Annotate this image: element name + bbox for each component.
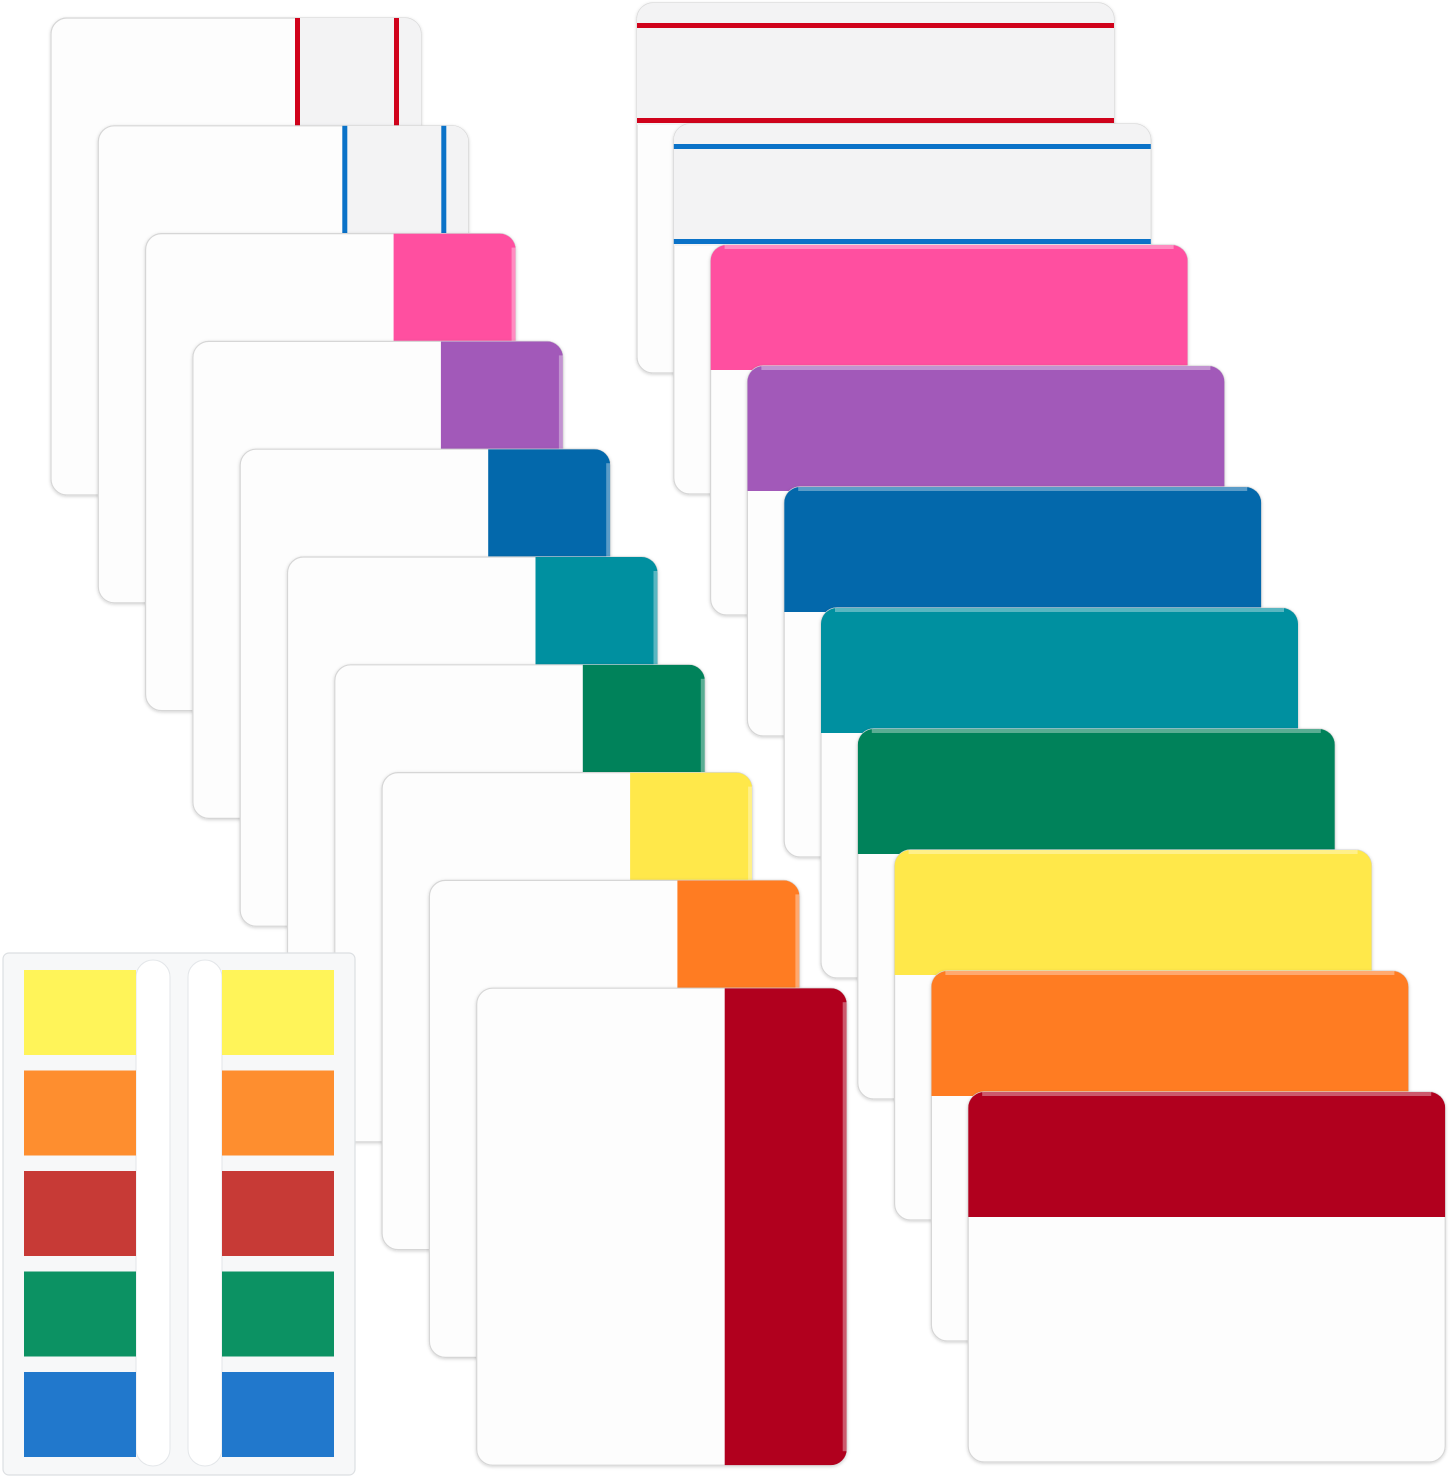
flag <box>24 1372 136 1457</box>
tab-edge <box>945 971 1395 975</box>
tab-edge <box>724 245 1174 249</box>
flag <box>24 1171 136 1256</box>
tab-edge <box>908 850 1358 854</box>
tab-edge <box>835 608 1284 612</box>
tab-edge <box>761 366 1211 370</box>
flag <box>24 970 136 1055</box>
tab-strip <box>724 988 847 1466</box>
tab-strip <box>968 1092 1446 1217</box>
horizontal-tab <box>967 1091 1446 1463</box>
tab-strip <box>710 245 1188 370</box>
tab-line <box>673 239 1151 244</box>
tab-edge <box>982 1092 1432 1096</box>
tab-line <box>673 144 1151 149</box>
flag <box>222 1271 334 1357</box>
tab-strip <box>821 608 1298 733</box>
flag <box>24 1070 136 1156</box>
tab-strip <box>894 850 1372 975</box>
tab-line <box>637 23 1114 28</box>
flag <box>24 1271 136 1357</box>
flag <box>222 1070 334 1156</box>
tab-edge <box>798 487 1248 491</box>
flag <box>222 970 334 1055</box>
tab-strip <box>784 487 1262 612</box>
vertical-tab <box>476 987 848 1466</box>
flag-sheet <box>2 952 356 1476</box>
flag <box>222 1372 334 1457</box>
tab-strip <box>673 124 1151 246</box>
sheet-fold <box>135 959 171 1467</box>
tab-edge <box>842 1002 847 1452</box>
tab-line <box>637 118 1114 123</box>
tab-strip <box>747 366 1225 491</box>
sheet-fold <box>187 959 223 1467</box>
tab-strip <box>857 729 1335 854</box>
flag <box>222 1171 334 1256</box>
tab-strip <box>931 971 1409 1096</box>
tab-edge <box>871 729 1321 733</box>
tab-strip <box>637 3 1114 125</box>
